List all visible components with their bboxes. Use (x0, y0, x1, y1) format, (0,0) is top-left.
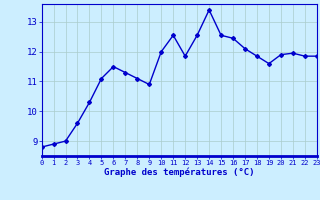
X-axis label: Graphe des températures (°C): Graphe des températures (°C) (104, 168, 254, 177)
